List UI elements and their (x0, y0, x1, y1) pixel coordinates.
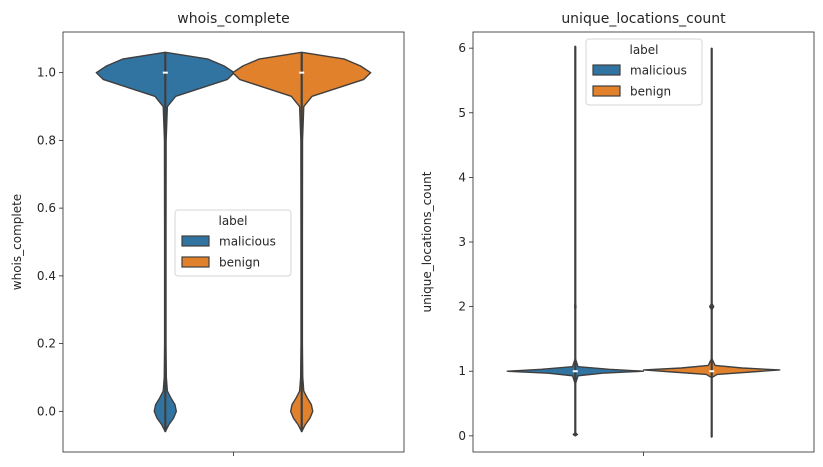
legend-title: label (218, 214, 247, 228)
y-tick-label: 2 (458, 300, 466, 314)
axes-frame (472, 31, 815, 453)
y-tick-label: 0.2 (37, 337, 56, 351)
y-tick-label: 1.0 (37, 66, 56, 80)
y-tick-label: 4 (458, 170, 466, 184)
legend: label malicious benign (174, 209, 292, 277)
legend-label-benign: benign (219, 256, 260, 270)
axes-frame (62, 31, 405, 453)
y-tick-label: 0.8 (37, 133, 56, 147)
y-tick-label: 0 (458, 429, 466, 443)
legend-label-benign: benign (630, 85, 671, 99)
legend-title: label (629, 43, 658, 57)
y-axis-label: whois_complete (10, 194, 24, 290)
legend-swatch-benign (181, 256, 210, 268)
chart-panel-2: unique_locations_count unique_locations_c… (420, 11, 815, 456)
y-tick-label: 3 (458, 235, 466, 249)
legend-swatch-benign (592, 85, 621, 97)
y-tick-label: 0.6 (37, 201, 56, 215)
legend-swatch-malicious (181, 235, 210, 247)
chart-title: whois_complete (177, 11, 289, 27)
y-tick-label: 0.0 (37, 404, 56, 418)
chart-title: unique_locations_count (561, 11, 726, 27)
legend: label malicious benign (585, 38, 703, 106)
legend-label-malicious: malicious (630, 64, 687, 78)
legend-swatch-malicious (592, 64, 621, 76)
y-tick-label: 6 (458, 41, 466, 55)
y-tick-label: 5 (458, 106, 466, 120)
y-axis-label: unique_locations_count (420, 171, 434, 312)
legend-label-malicious: malicious (219, 235, 276, 249)
y-tick-label: 0.4 (37, 269, 56, 283)
chart-panel-1: whois_complete whois_complete 0.0 0.2 0.4 0.6… (10, 11, 405, 456)
y-tick-label: 1 (458, 364, 466, 378)
